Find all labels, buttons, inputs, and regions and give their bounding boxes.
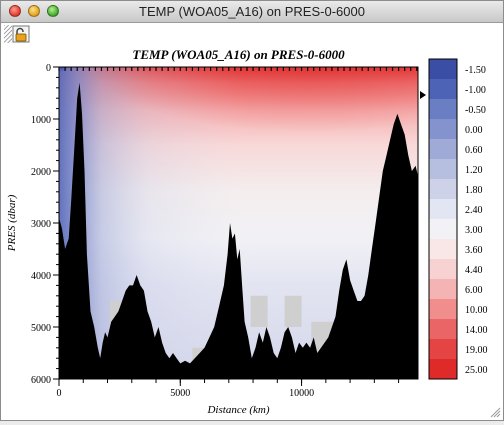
- colorbar-label: -1.50: [465, 65, 486, 76]
- colorbar-label: -1.00: [465, 85, 486, 96]
- colorbar-swatch: [429, 119, 457, 140]
- x-tick-label: 5000: [170, 388, 190, 399]
- colorbar-label: -0.50: [465, 105, 486, 116]
- toolbar: [1, 23, 503, 45]
- colorbar-label: 25.00: [465, 365, 488, 376]
- resize-grip-icon[interactable]: [490, 407, 501, 418]
- colorbar-label: 19.00: [465, 345, 488, 356]
- colorbar-label: 6.00: [465, 285, 483, 296]
- colorbar-label: 3.60: [465, 245, 483, 256]
- colorbar-label: 10.00: [465, 305, 488, 316]
- x-axis-label: Distance (km): [206, 404, 269, 416]
- zoom-button[interactable]: [47, 5, 59, 17]
- missing-data-block: [284, 295, 302, 327]
- colorbar-label: 2.40: [465, 205, 483, 216]
- chart-title: TEMP (WOA05_A16) on PRES-0-6000: [132, 47, 345, 62]
- y-tick-label: 2000: [31, 167, 51, 178]
- y-tick-label: 1000: [31, 115, 51, 126]
- polar-surface-water: [59, 67, 119, 107]
- colorbar-swatch: [429, 79, 457, 100]
- plot-area: TEMP (WOA05_A16) on PRES-0-6000 0 5000 1000…: [1, 45, 503, 420]
- colorbar-swatch: [429, 99, 457, 120]
- seafloor-bathymetry: [59, 82, 418, 379]
- colorbar-swatch: [429, 59, 457, 80]
- window-title: TEMP (WOA05_A16) on PRES-0-6000: [139, 4, 365, 19]
- colorbar-label: 3.00: [465, 225, 483, 236]
- y-tick-label: 3000: [31, 219, 51, 230]
- colorbar-frame: [428, 58, 458, 380]
- title-bar[interactable]: TEMP (WOA05_A16) on PRES-0-6000: [1, 1, 503, 23]
- colorbar-swatch: [429, 299, 457, 320]
- colorbar-swatch: [429, 359, 457, 380]
- y-axis-label: PRES (dbar): [6, 194, 18, 252]
- colorbar-label: 4.40: [465, 265, 483, 276]
- y-tick-label: 6000: [31, 375, 51, 386]
- colorbar-swatch: [429, 279, 457, 300]
- colorbar-label: 14.00: [465, 325, 488, 336]
- colorbar-swatch: [429, 159, 457, 180]
- colorbar-swatch: [429, 199, 457, 220]
- colorbar-swatch: [429, 319, 457, 340]
- minimize-button[interactable]: [28, 5, 40, 17]
- colorbar-label: 0.60: [465, 145, 483, 156]
- y-tick-label: 5000: [31, 323, 51, 334]
- colorbar-swatch: [429, 239, 457, 260]
- colorbar-swatch: [429, 219, 457, 240]
- colorbar-swatch: [429, 179, 457, 200]
- section-chart[interactable]: TEMP (WOA05_A16) on PRES-0-6000 0 5000 1000…: [1, 45, 503, 420]
- colorbar-label: 1.20: [465, 165, 483, 176]
- colorbar-label: 0.00: [465, 125, 483, 136]
- colorbar-swatch: [429, 259, 457, 280]
- x-tick-label: 0: [57, 388, 62, 399]
- colorbar-swatch: [429, 339, 457, 360]
- colorbar-label: 1.80: [465, 185, 483, 196]
- lock-icon[interactable]: [4, 25, 30, 43]
- colorbar-pointer-icon: [420, 91, 426, 99]
- y-tick-label: 0: [46, 63, 51, 74]
- close-button[interactable]: [9, 5, 21, 17]
- missing-data-block: [250, 295, 268, 327]
- x-tick-label: 10000: [289, 388, 314, 399]
- colorbar-swatch: [429, 139, 457, 160]
- y-tick-label: 4000: [31, 271, 51, 282]
